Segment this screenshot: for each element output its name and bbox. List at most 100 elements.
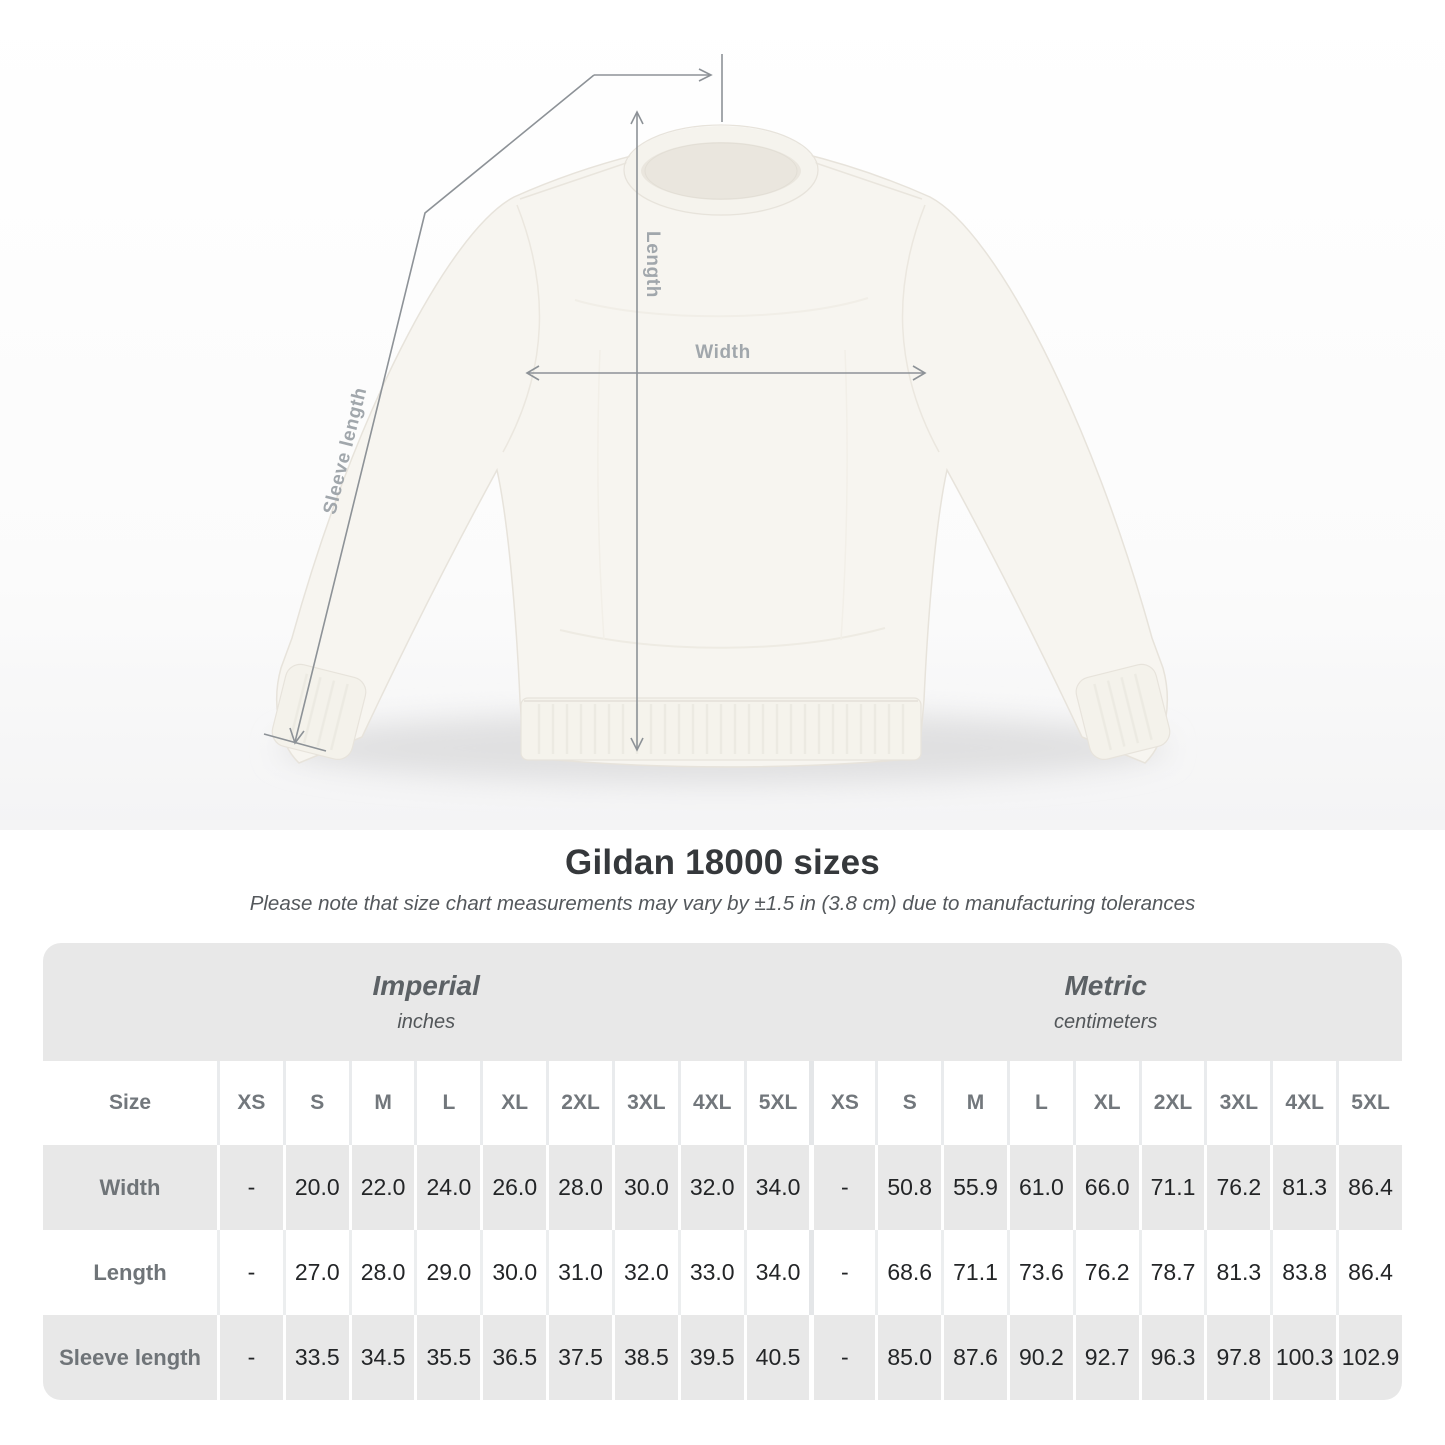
length-arrow — [630, 110, 644, 752]
size-header: M — [348, 1061, 415, 1146]
size-header: 2XL — [1138, 1061, 1205, 1146]
table-row-sleeve-length: Sleeve length - 33.5 34.5 35.5 36.5 37.5… — [43, 1315, 1402, 1401]
value-cell: 96.3 — [1138, 1315, 1205, 1401]
value-cell: 35.5 — [414, 1315, 481, 1401]
value-cell: 34.0 — [743, 1230, 810, 1316]
left-cuff — [271, 663, 367, 760]
size-header: XS — [809, 1061, 876, 1146]
size-header: XL — [480, 1061, 547, 1146]
value-cell: 33.5 — [282, 1315, 349, 1401]
value-cell: 85.0 — [875, 1315, 942, 1401]
width-arrow — [525, 365, 927, 381]
value-cell: 34.5 — [348, 1315, 415, 1401]
value-cell: 73.6 — [1006, 1230, 1073, 1316]
sleeve-length-arrow — [263, 54, 723, 752]
size-header: L — [1006, 1061, 1073, 1146]
value-cell: 38.5 — [611, 1315, 678, 1401]
value-cell: 26.0 — [480, 1145, 547, 1231]
value-cell: 68.6 — [875, 1230, 942, 1316]
metric-group-header: Metric centimeters — [809, 943, 1402, 1062]
collar — [623, 124, 819, 216]
unit-group-row: Imperial inches Metric centimeters — [43, 943, 1402, 1062]
product-photo-area: Length Width Sleeve length — [0, 0, 1445, 830]
value-cell: 36.5 — [480, 1315, 547, 1401]
size-header: 3XL — [611, 1061, 678, 1146]
value-cell: 71.1 — [941, 1230, 1007, 1316]
size-header: L — [414, 1061, 481, 1146]
size-header: XS — [217, 1061, 283, 1146]
value-cell: 83.8 — [1270, 1230, 1337, 1316]
value-cell: 78.7 — [1138, 1230, 1205, 1316]
size-table-wrap: Imperial inches Metric centimeters Size … — [43, 943, 1402, 1401]
size-header: S — [875, 1061, 942, 1146]
value-cell: 28.0 — [348, 1230, 415, 1316]
value-cell: 22.0 — [348, 1145, 415, 1231]
value-cell: 29.0 — [414, 1230, 481, 1316]
value-cell: 55.9 — [941, 1145, 1007, 1231]
metric-group-sublabel: centimeters — [1054, 1011, 1158, 1034]
size-header-row: Size XS S M L XL 2XL 3XL 4XL 5XL XS S M … — [43, 1061, 1402, 1146]
value-cell: 24.0 — [414, 1145, 481, 1231]
size-header: 5XL — [1336, 1061, 1402, 1146]
size-header: 5XL — [743, 1061, 810, 1146]
value-cell: 66.0 — [1072, 1145, 1139, 1231]
row-label: Sleeve length — [43, 1315, 217, 1401]
value-cell: 30.0 — [480, 1230, 547, 1316]
value-cell: 76.2 — [1204, 1145, 1271, 1231]
value-cell: 71.1 — [1138, 1145, 1205, 1231]
table-row-length: Length - 27.0 28.0 29.0 30.0 31.0 32.0 3… — [43, 1230, 1402, 1316]
value-cell: 33.0 — [677, 1230, 744, 1316]
row-label: Width — [43, 1145, 217, 1231]
size-header: S — [282, 1061, 349, 1146]
size-table: Imperial inches Metric centimeters Size … — [43, 943, 1402, 1401]
measurement-annotations — [263, 54, 927, 752]
size-corner-header: Size — [43, 1061, 217, 1146]
size-header: 3XL — [1204, 1061, 1271, 1146]
size-header: M — [941, 1061, 1007, 1146]
sweatshirt-illustration — [0, 0, 1445, 830]
value-cell: 28.0 — [546, 1145, 612, 1231]
value-cell: - — [809, 1315, 876, 1401]
value-cell: 32.0 — [677, 1145, 744, 1231]
caption-block: Gildan 18000 sizes Please note that size… — [0, 843, 1445, 916]
imperial-group-label: Imperial — [372, 970, 480, 1002]
value-cell: - — [217, 1315, 283, 1401]
imperial-group-header: Imperial inches — [43, 943, 810, 1062]
value-cell: 37.5 — [546, 1315, 612, 1401]
value-cell: 86.4 — [1336, 1145, 1402, 1231]
value-cell: 97.8 — [1204, 1315, 1271, 1401]
value-cell: 34.0 — [743, 1145, 810, 1231]
table-row-width: Width - 20.0 22.0 24.0 26.0 28.0 30.0 32… — [43, 1145, 1402, 1231]
value-cell: 40.5 — [743, 1315, 810, 1401]
page-title: Gildan 18000 sizes — [565, 843, 880, 882]
size-header: XL — [1072, 1061, 1139, 1146]
row-label: Length — [43, 1230, 217, 1316]
value-cell: 32.0 — [611, 1230, 678, 1316]
value-cell: 81.3 — [1270, 1145, 1337, 1231]
value-cell: 31.0 — [546, 1230, 612, 1316]
value-cell: 76.2 — [1072, 1230, 1139, 1316]
value-cell: 27.0 — [282, 1230, 349, 1316]
metric-group-label: Metric — [1064, 970, 1147, 1002]
sweatshirt-garment — [271, 124, 1171, 768]
value-cell: 81.3 — [1204, 1230, 1271, 1316]
value-cell: 30.0 — [611, 1145, 678, 1231]
value-cell: - — [217, 1230, 283, 1316]
value-cell: 39.5 — [677, 1315, 744, 1401]
value-cell: 90.2 — [1006, 1315, 1073, 1401]
value-cell: 86.4 — [1336, 1230, 1402, 1316]
tolerance-note: Please note that size chart measurements… — [249, 892, 1196, 916]
width-measure-label: Width — [695, 342, 751, 363]
right-cuff — [1075, 663, 1171, 760]
value-cell: 20.0 — [282, 1145, 349, 1231]
value-cell: 102.9 — [1336, 1315, 1402, 1401]
value-cell: 50.8 — [875, 1145, 942, 1231]
value-cell: - — [217, 1145, 283, 1231]
size-header: 4XL — [677, 1061, 744, 1146]
value-cell: - — [809, 1145, 876, 1231]
value-cell: 87.6 — [941, 1315, 1007, 1401]
size-header: 4XL — [1270, 1061, 1337, 1146]
value-cell: - — [809, 1230, 876, 1316]
waistband — [520, 697, 922, 761]
